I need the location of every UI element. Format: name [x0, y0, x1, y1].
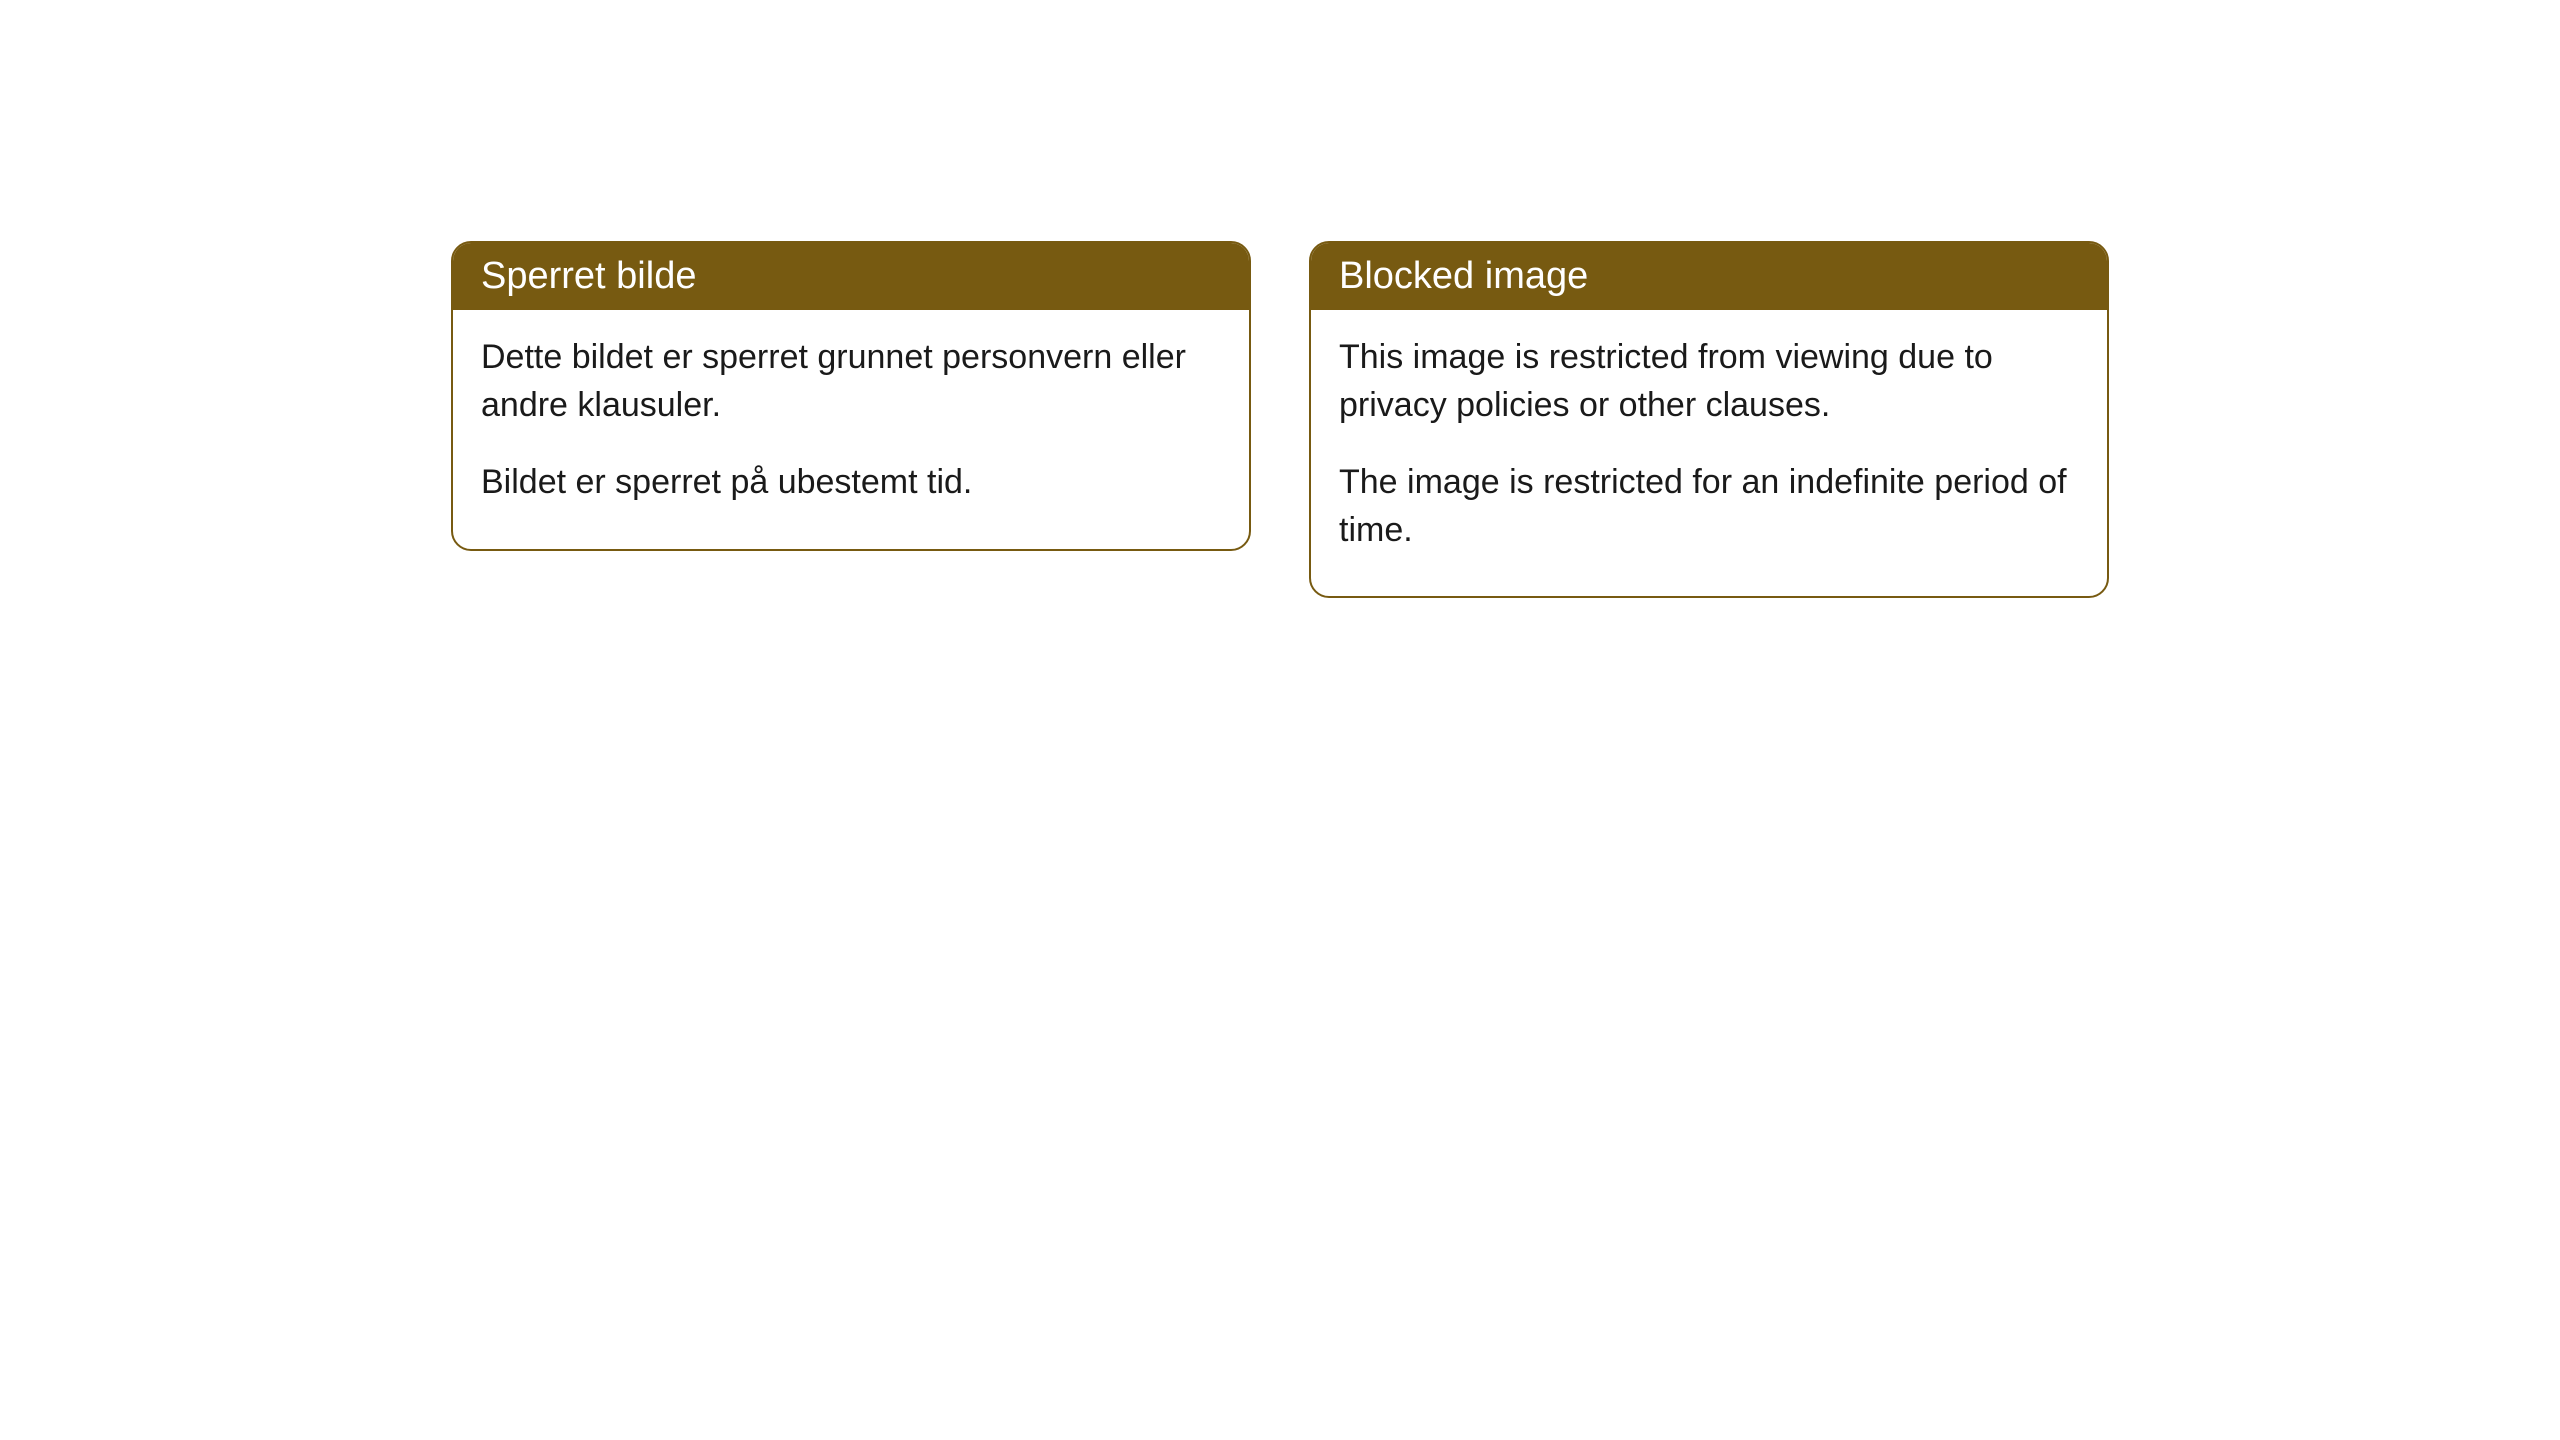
- blocked-image-card-english: Blocked image This image is restricted f…: [1309, 241, 2109, 598]
- card-header-norwegian: Sperret bilde: [453, 243, 1249, 310]
- card-title: Sperret bilde: [481, 255, 696, 297]
- card-paragraph-1: Dette bildet er sperret grunnet personve…: [481, 334, 1221, 429]
- card-title: Blocked image: [1339, 255, 1588, 297]
- card-header-english: Blocked image: [1311, 243, 2107, 310]
- card-paragraph-2: Bildet er sperret på ubestemt tid.: [481, 459, 1221, 507]
- card-paragraph-1: This image is restricted from viewing du…: [1339, 334, 2079, 429]
- cards-container: Sperret bilde Dette bildet er sperret gr…: [451, 241, 2109, 1440]
- card-body-english: This image is restricted from viewing du…: [1311, 310, 2107, 596]
- card-paragraph-2: The image is restricted for an indefinit…: [1339, 459, 2079, 554]
- card-body-norwegian: Dette bildet er sperret grunnet personve…: [453, 310, 1249, 549]
- blocked-image-card-norwegian: Sperret bilde Dette bildet er sperret gr…: [451, 241, 1251, 551]
